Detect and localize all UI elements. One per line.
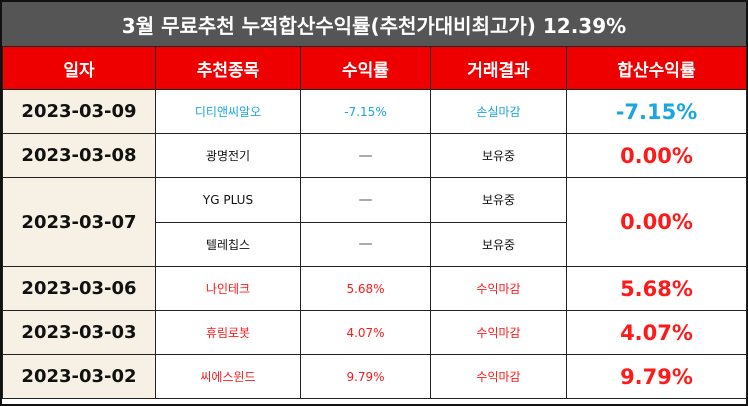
row-result: 수익마감 [430,354,567,399]
row-return: — [300,177,431,223]
row-total-return: -7.15% [566,89,747,134]
row-return: -7.15% [300,89,431,134]
row-date: 2023-03-09 [2,89,156,134]
row-stock: 휴림로봇 [155,310,301,355]
row-return: — [300,221,431,267]
row-total-return: 0.00% [566,133,747,178]
header-stock: 추천종목 [155,46,301,90]
row-stock: YG PLUS [155,177,301,223]
row-stock: 디티앤씨알오 [155,89,301,134]
row-return: 9.79% [300,354,431,399]
row-total-return: 0.00% [566,177,747,267]
header-total-return: 합산수익률 [566,46,747,90]
row-result: 수익마감 [430,310,567,355]
recommendation-table: 일자 추천종목 수익률 거래결과 합산수익률 2023-03-09 디티앤씨알오… [2,46,747,399]
table-row: 텔레칩스 — 보유중 [3,221,747,267]
row-total-return: 9.79% [566,354,747,399]
row-date: 2023-03-02 [2,354,156,399]
row-date: 2023-03-08 [2,133,156,178]
row-result: 보유중 [430,221,567,267]
table-row: 2023-03-09 디티앤씨알오 -7.15% 손실마감 -7.15% [2,89,747,134]
row-total-return: 5.68% [566,266,747,311]
row-result: 보유중 [430,177,567,223]
row-result: 손실마감 [430,89,567,134]
row-stock: 텔레칩스 [155,221,301,267]
table-header-row: 일자 추천종목 수익률 거래결과 합산수익률 [2,46,747,90]
row-date: 2023-03-06 [2,266,156,311]
table-row: 2023-03-02 씨에스윈드 9.79% 수익마감 9.79% [2,354,747,399]
table-row: 2023-03-08 광명전기 — 보유중 0.00% [2,133,747,178]
row-stock: 씨에스윈드 [155,354,301,399]
row-return: 4.07% [300,310,431,355]
header-return: 수익률 [300,46,431,90]
table-row: 2023-03-07 YG PLUS — 보유중 0.00% [2,177,747,267]
table-row: 2023-03-06 나인테크 5.68% 수익마감 5.68% [2,266,747,311]
row-result: 보유중 [430,133,567,178]
row-date: 2023-03-03 [2,310,156,355]
row-stock: 광명전기 [155,133,301,178]
header-date: 일자 [2,46,156,90]
row-return: 5.68% [300,266,431,311]
row-return: — [300,133,431,178]
header-result: 거래결과 [430,46,567,90]
row-total-return: 4.07% [566,310,747,355]
row-result: 수익마감 [430,266,567,311]
row-date: 2023-03-07 [2,177,156,267]
row-stock: 나인테크 [155,266,301,311]
page-title: 3월 무료추천 누적합산수익률(추천가대비최고가) 12.39% [2,2,746,46]
table-row: 2023-03-03 휴림로봇 4.07% 수익마감 4.07% [2,310,747,355]
